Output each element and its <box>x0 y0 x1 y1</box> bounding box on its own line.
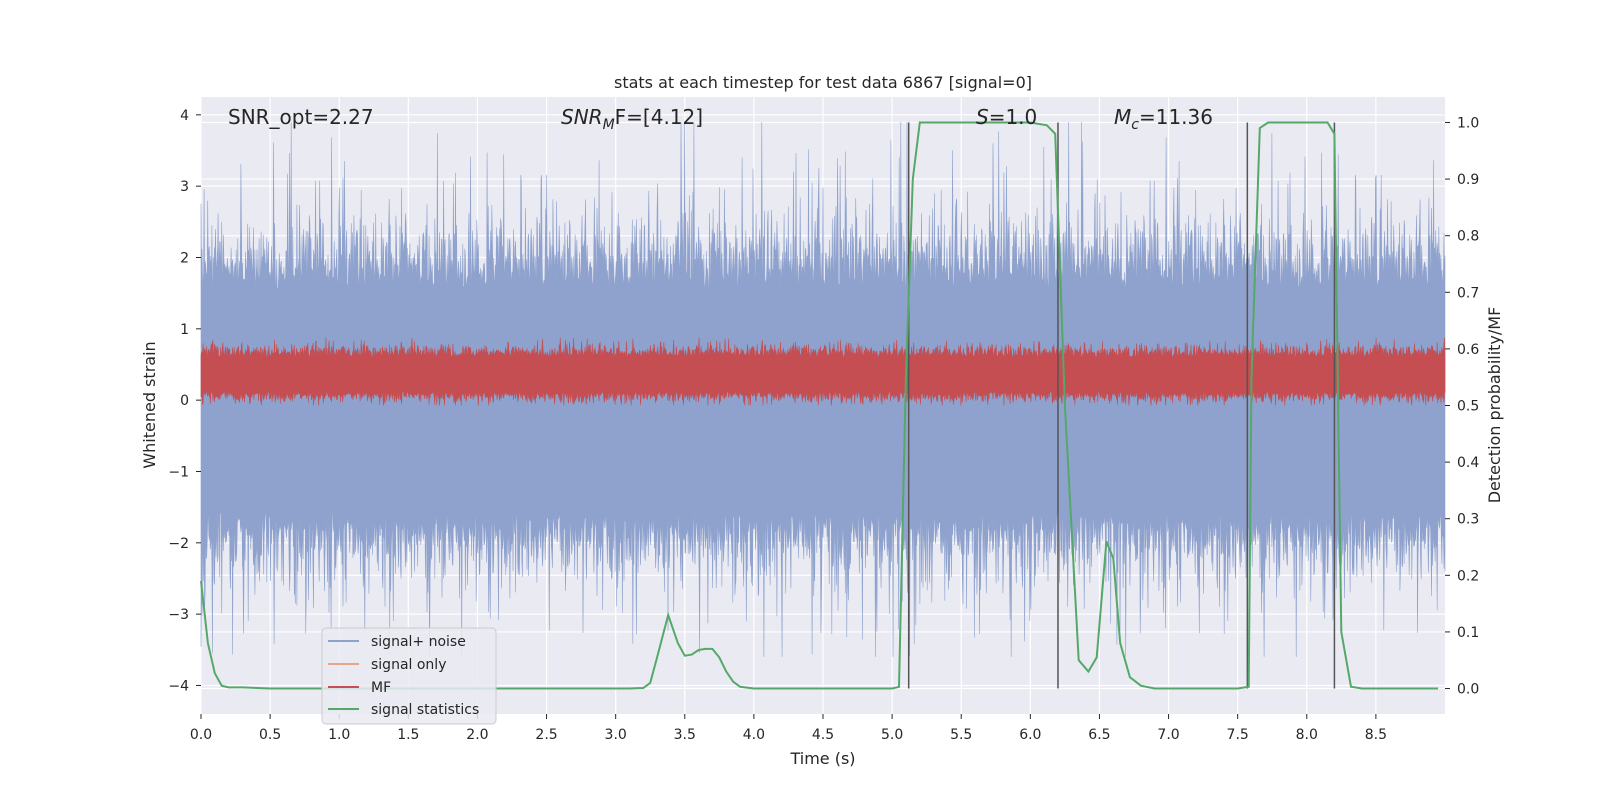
mc-annotation: Mc=11.36 <box>1114 105 1213 133</box>
y2-tick-label: 0.4 <box>1457 455 1479 471</box>
y-tick-label: 0 <box>180 393 189 409</box>
y-tick-label: 3 <box>180 179 189 195</box>
x-tick-label: 8.0 <box>1296 727 1318 743</box>
x-tick-label: 7.0 <box>1157 727 1179 743</box>
x-tick-label: 8.5 <box>1365 727 1387 743</box>
y2-tick-label: 0.8 <box>1457 229 1479 245</box>
y-tick-label: −3 <box>168 607 189 623</box>
x-tick-label: 4.0 <box>743 727 765 743</box>
y-tick-label: −2 <box>168 536 189 552</box>
y-tick-label: 1 <box>180 322 189 338</box>
x-tick-label: 7.5 <box>1227 727 1249 743</box>
x-tick-label: 1.0 <box>328 727 350 743</box>
y2-tick-label: 0.9 <box>1457 172 1479 188</box>
legend-box <box>321 627 497 725</box>
snr-mf-subscript: M <box>603 117 615 133</box>
snr-mf-value: F=[4.12] <box>615 105 703 129</box>
mc-value: =11.36 <box>1139 105 1213 129</box>
x-tick-label: 6.0 <box>1019 727 1041 743</box>
mf-trace <box>200 337 1446 406</box>
y2-axis-label: Detection probability/MF <box>1485 307 1504 504</box>
y2-ticks: 1.0 0.9 0.8 0.7 0.6 0.5 0.4 0.3 0.2 0.1 0.0 <box>1445 115 1479 698</box>
x-tick-label: 3.0 <box>605 727 627 743</box>
legend-label-mf: MF <box>371 680 391 696</box>
x-tick-label: 2.5 <box>535 727 557 743</box>
x-axis-label: Time (s) <box>789 749 855 768</box>
x-tick-label: 3.5 <box>674 727 696 743</box>
y2-tick-label: 1.0 <box>1457 115 1479 131</box>
signal-statistics-series <box>200 121 1439 690</box>
s-symbol: S <box>976 105 989 129</box>
x-ticks: 0.0 0.5 1.0 1.5 2.0 2.5 3.0 3.5 4.0 4.5 5.0 5.5 6.0 6… <box>190 714 1387 743</box>
x-tick-label: 5.5 <box>950 727 972 743</box>
y2-tick-label: 0.0 <box>1457 682 1479 698</box>
y2-tick-label: 0.2 <box>1457 568 1479 584</box>
y-tick-label: 2 <box>180 250 189 266</box>
chart-title: stats at each timestep for test data 686… <box>614 73 1032 92</box>
x-tick-label: 0.5 <box>259 727 281 743</box>
snr-opt-annotation: SNR_opt=2.27 <box>228 105 374 129</box>
y-ticks: 4 3 2 1 0 −1 −2 −3 −4 <box>168 108 201 694</box>
y2-tick-label: 0.6 <box>1457 342 1479 358</box>
x-tick-label: 2.0 <box>466 727 488 743</box>
x-tick-label: 4.5 <box>812 727 834 743</box>
mf-series <box>200 337 1446 406</box>
y-axis-label: Whitened strain <box>140 341 159 468</box>
legend-label-signal-noise: signal+ noise <box>371 634 466 650</box>
snr-mf-annotation: SNRMF=[4.12] <box>561 105 703 133</box>
legend: signal+ noise signal only MF signal stat… <box>321 627 497 725</box>
signal-statistics-line <box>200 121 1439 690</box>
x-tick-label: 1.5 <box>397 727 419 743</box>
legend-label-signal-statistics: signal statistics <box>371 702 479 718</box>
x-tick-label: 0.0 <box>190 727 212 743</box>
legend-label-signal-only: signal only <box>371 657 446 673</box>
s-annotation: S=1.0 <box>976 105 1037 129</box>
snr-mf-symbol: SNR <box>561 105 603 129</box>
y2-tick-label: 0.3 <box>1457 512 1479 528</box>
s-value: =1.0 <box>989 105 1038 129</box>
mc-subscript: c <box>1131 117 1139 133</box>
y2-tick-label: 0.5 <box>1457 399 1479 415</box>
y-tick-label: 4 <box>180 108 189 124</box>
y-tick-label: −1 <box>168 464 189 480</box>
y2-tick-label: 0.7 <box>1457 285 1479 301</box>
y2-tick-label: 0.1 <box>1457 625 1479 641</box>
mc-symbol: M <box>1114 105 1131 129</box>
y-tick-label: −4 <box>168 678 189 694</box>
x-tick-label: 6.5 <box>1088 727 1110 743</box>
x-tick-label: 5.0 <box>881 727 903 743</box>
